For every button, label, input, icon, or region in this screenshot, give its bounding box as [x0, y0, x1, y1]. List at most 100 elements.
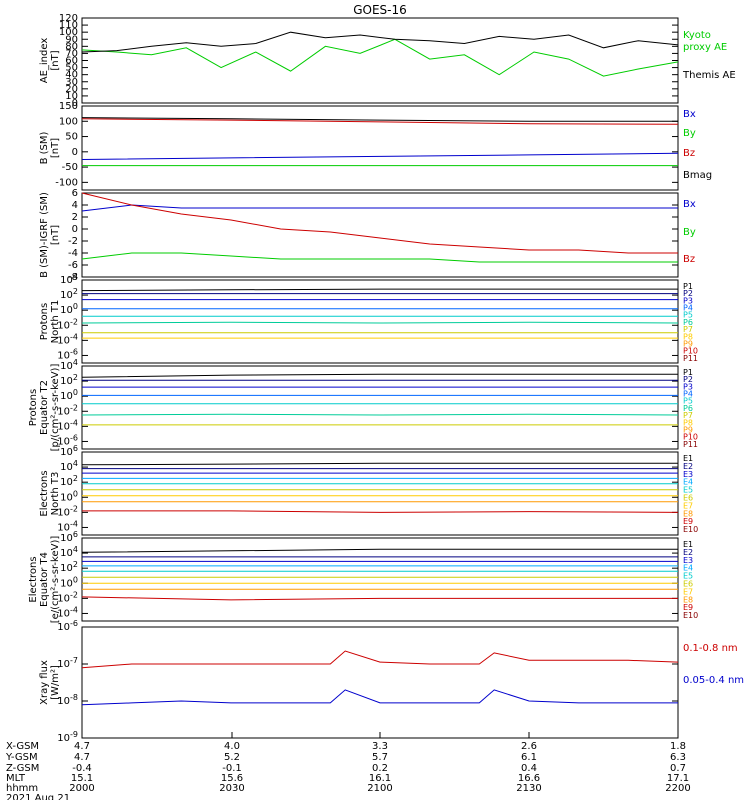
- x-axis-value: 2130: [516, 783, 541, 794]
- chart-title: GOES-16: [353, 3, 407, 17]
- legend-entry: E10: [683, 611, 698, 620]
- x-axis-value: 5.7: [372, 752, 388, 763]
- legend-entry: Kyoto: [683, 30, 711, 41]
- x-axis-value: 0.7: [670, 763, 686, 774]
- y-tick-label: 10-2: [57, 504, 78, 519]
- y-tick-label: 104: [60, 358, 78, 373]
- legend-entry: E5: [683, 572, 693, 581]
- panel-frame: [81, 451, 679, 536]
- y-tick-label: 104: [60, 459, 78, 474]
- series-line-Bmag: [81, 117, 678, 122]
- x-axis-value: -0.1: [222, 763, 242, 774]
- x-axis-row-label: MLT: [6, 773, 26, 784]
- y-tick-label: 90: [65, 34, 78, 45]
- legend-entry: P3: [683, 296, 693, 305]
- y-tick-label: 104: [60, 272, 78, 287]
- series-line-By: [81, 252, 678, 263]
- x-axis-value: -0.4: [72, 763, 92, 774]
- y-tick-label: 150: [59, 101, 78, 112]
- y-tick-label: 100: [60, 302, 78, 317]
- y-tick-label: 10-4: [57, 519, 78, 534]
- legend-entry: E3: [683, 470, 693, 479]
- legend-entry: E6: [683, 580, 693, 589]
- y-tick-label: 0: [72, 224, 78, 235]
- y-axis-label: [nT]: [50, 225, 61, 245]
- y-tick-label: 102: [60, 287, 78, 302]
- x-axis-value: 16.1: [369, 773, 391, 784]
- y-tick-label: -100: [55, 177, 78, 188]
- legend-entry: P5: [683, 397, 693, 406]
- y-tick-label: 2: [72, 212, 78, 223]
- y-tick-label: 0: [72, 147, 78, 158]
- legend-entry: P1: [683, 282, 693, 291]
- legend-entry: Themis AE: [682, 70, 736, 81]
- y-axis-label: Xray flux: [39, 660, 50, 705]
- y-axis-label: B (SM)-IGRF (SM): [39, 192, 50, 278]
- legend-entry: 0.05-0.4 nm: [683, 675, 744, 686]
- x-axis-value: 0.4: [521, 763, 537, 774]
- x-axis-value: 3.3: [372, 741, 388, 752]
- y-tick-label: 100: [60, 489, 78, 504]
- y-tick-label: 6: [72, 188, 78, 199]
- legend-entry: E4: [683, 478, 693, 487]
- series-line-E9: [82, 510, 679, 513]
- panel-frame: [81, 192, 679, 278]
- y-tick-label: 0: [72, 98, 78, 109]
- y-tick-label: 60: [65, 56, 78, 67]
- legend-entry: E2: [683, 548, 693, 557]
- series-line-Themis AE: [81, 31, 679, 53]
- x-axis-value: 2000: [69, 783, 94, 794]
- y-axis-label: Electrons: [28, 556, 39, 602]
- legend-entry: E1: [683, 540, 693, 549]
- legend-entry: P9: [683, 339, 693, 348]
- y-axis-label: North T1: [50, 300, 61, 344]
- y-axis-label: Protons: [28, 389, 39, 426]
- legend-entry: E10: [683, 525, 698, 534]
- y-axis-label: [nT]: [50, 50, 61, 70]
- legend-entry: P8: [683, 418, 693, 427]
- legend-entry: P7: [683, 325, 693, 334]
- legend-entry: P2: [683, 289, 693, 298]
- y-tick-label: 100: [60, 575, 78, 590]
- y-axis-label: [p/(cm²-s-sr-keV)]: [50, 364, 61, 452]
- series-line-Bx: [81, 204, 678, 212]
- y-tick-label: -4: [68, 248, 78, 259]
- legend-entry: P10: [683, 347, 698, 356]
- legend-entry: P2: [683, 375, 693, 384]
- y-tick-label: 70: [65, 48, 78, 59]
- x-axis-row-label: hhmm: [6, 783, 38, 794]
- y-tick-label: 100: [59, 116, 78, 127]
- series-line-P1: [81, 373, 678, 378]
- x-axis-row-label: 2021 Aug 21: [6, 793, 70, 800]
- panel-frame: [81, 279, 679, 364]
- y-tick-label: 10-8: [57, 693, 78, 708]
- y-tick-label: 10-7: [57, 656, 78, 671]
- legend-entry: P9: [683, 425, 693, 434]
- y-axis-label: AE_index: [39, 38, 50, 84]
- x-axis-value: 17.1: [667, 773, 689, 784]
- y-tick-label: 102: [60, 560, 78, 575]
- x-axis-value: 2100: [367, 783, 392, 794]
- panel-frame: [81, 626, 679, 739]
- panel-frame: [81, 537, 679, 622]
- legend-entry: E8: [683, 595, 693, 604]
- x-axis-value: 6.3: [670, 752, 686, 763]
- panel-frame: [81, 17, 679, 104]
- legend-entry: E1: [683, 454, 693, 463]
- x-axis-value: 2200: [665, 783, 690, 794]
- y-tick-label: 10: [65, 91, 78, 102]
- legend-entry: P10: [683, 433, 698, 442]
- y-tick-label: 102: [60, 373, 78, 388]
- y-axis-label: B (SM): [39, 131, 50, 164]
- legend-entry: Bz: [683, 148, 695, 159]
- legend-entry: By: [683, 128, 696, 139]
- y-axis-label: Equator T4: [39, 552, 50, 607]
- legend-entry: P8: [683, 332, 693, 341]
- panel-frame: [81, 105, 679, 191]
